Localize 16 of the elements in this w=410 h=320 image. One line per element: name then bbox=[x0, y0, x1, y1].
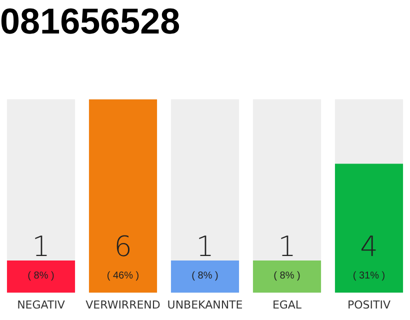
annotation: ( 31% ) bbox=[352, 270, 386, 282]
x-tick-label: VERWIRREND bbox=[86, 298, 160, 312]
data-label: 6 bbox=[114, 230, 132, 264]
annotation: ( 8% ) bbox=[28, 270, 54, 282]
x-tick-label: POSITIV bbox=[347, 298, 391, 312]
annotation: ( 8% ) bbox=[192, 270, 218, 282]
data-label: 1 bbox=[196, 230, 214, 264]
x-tick-label: EGAL bbox=[272, 298, 302, 312]
data-label: 1 bbox=[278, 230, 296, 264]
data-label: 4 bbox=[360, 230, 378, 264]
annotation: ( 46% ) bbox=[106, 270, 140, 282]
x-tick-label: NEGATIV bbox=[17, 298, 66, 312]
annotation: ( 8% ) bbox=[274, 270, 300, 282]
chart-title: 081656528 bbox=[0, 0, 180, 42]
data-label: 1 bbox=[32, 230, 50, 264]
x-tick-label: UNBEKANNTE bbox=[167, 298, 243, 312]
